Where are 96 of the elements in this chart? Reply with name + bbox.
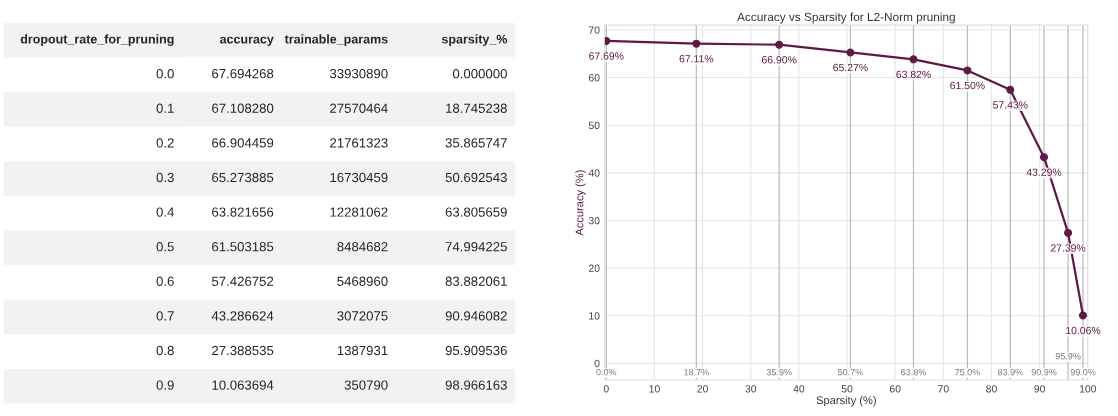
data-label: 50.692543 <box>445 172 507 183</box>
data-label: 21761323 <box>330 138 388 148</box>
data-label: 65.27% <box>833 63 868 72</box>
point <box>692 39 701 48</box>
y-tick-label: 0.1 <box>156 103 174 113</box>
x-tick-label: 60 <box>889 385 901 393</box>
point <box>604 36 611 45</box>
ref-line-label: 90.9% <box>1031 369 1057 376</box>
data-label: 27570464 <box>330 103 388 113</box>
data-label: 0.000000 <box>452 68 507 79</box>
data-label: 95.909536 <box>445 345 507 356</box>
data-label: 33930890 <box>329 68 388 79</box>
data-label: 61.503185 <box>212 242 274 252</box>
point <box>1079 311 1087 320</box>
x-tick-label: 100 <box>1079 385 1097 393</box>
point <box>1064 228 1073 237</box>
x-tick-label: 80 <box>986 385 997 393</box>
x-tick-label: sparsity_% <box>441 34 508 47</box>
point <box>775 40 784 49</box>
ref-line-label: 50.7% <box>837 369 863 376</box>
y-tick-label: 0.3 <box>156 172 174 183</box>
y-tick-label: 0 <box>594 359 600 368</box>
x-axis-title: Sparsity (%) <box>816 395 876 407</box>
data-label: 66.90% <box>762 56 797 64</box>
y-tick-label: 70 <box>588 26 600 34</box>
point <box>909 55 918 64</box>
data-label: 63.805659 <box>445 207 507 217</box>
y-tick-label: 0.2 <box>156 138 174 148</box>
data-label: 67.69% <box>589 52 624 60</box>
x-tick-label: accuracy <box>219 36 274 47</box>
data-label: 12281062 <box>330 207 388 217</box>
data-label: 61.50% <box>950 81 985 90</box>
data-label: 3072075 <box>337 311 388 321</box>
data-label: 57.43% <box>993 101 1028 109</box>
data-label: 1387931 <box>337 345 388 356</box>
data-label: 35.865747 <box>445 138 507 148</box>
data-label: 67.108280 <box>212 103 274 113</box>
ref-line-label: 83.9% <box>997 369 1023 376</box>
y-tick-label: 20 <box>588 264 600 272</box>
y-tick-label: 10 <box>589 312 600 320</box>
data-label: 5468960 <box>337 276 388 286</box>
data-label: 74.994225 <box>445 242 507 252</box>
y-tick-label: 0.8 <box>156 345 174 356</box>
data-label: 98.966163 <box>445 380 507 390</box>
ref-line-label: 99.0% <box>1070 369 1096 376</box>
data-label: 67.694268 <box>212 68 274 79</box>
x-tick-label: 20 <box>697 385 708 393</box>
data-label: 63.821656 <box>212 207 274 217</box>
ref-line-label: 95.9% <box>1055 353 1081 360</box>
data-label: 43.286624 <box>211 311 274 321</box>
y-tick-label: 0.9 <box>156 380 174 390</box>
data-label: 67.11% <box>679 55 714 63</box>
data-label: 10.063694 <box>212 380 274 390</box>
y-tick-label: 60 <box>588 74 600 82</box>
x-tick-label: 90 <box>1034 385 1046 393</box>
data-label: 63.82% <box>896 70 931 79</box>
y-tick-label: 0.4 <box>156 207 174 217</box>
x-tick-label: 70 <box>938 385 949 393</box>
data-label: 65.273885 <box>212 172 274 183</box>
data-label: 16730459 <box>330 172 388 183</box>
ref-line-label: 35.9% <box>766 369 792 376</box>
x-tick-label: 50 <box>841 385 853 393</box>
y-tick-label: 40 <box>588 169 600 177</box>
data-label: 57.426752 <box>211 276 274 286</box>
point <box>1006 85 1015 94</box>
x-tick-label: 0 <box>603 385 609 393</box>
ref-line-label: 18.7% <box>684 369 709 376</box>
x-tick-label: 10 <box>649 385 660 393</box>
x-tick-label: 40 <box>793 385 805 393</box>
data-label: 8484682 <box>337 242 388 252</box>
data-label: 18.745238 <box>446 103 507 113</box>
x-tick-label: 30 <box>745 385 757 393</box>
data-label: 350790 <box>344 380 388 390</box>
data-label: 66.904459 <box>212 138 274 148</box>
y-tick-label: 50 <box>588 121 600 130</box>
data-label: 10.06% <box>1066 326 1101 335</box>
point <box>1040 153 1048 162</box>
y-tick-label: 0.0 <box>156 68 174 79</box>
point <box>963 66 972 75</box>
y-tick-label: 0.7 <box>156 311 174 321</box>
ref-line-label: 75.0% <box>955 369 980 376</box>
y-tick-label: 0.6 <box>156 276 174 286</box>
ref-line-label: 0.0% <box>596 369 617 376</box>
y-tick-label: 0.5 <box>156 242 174 252</box>
data-label: 27.39% <box>1050 244 1086 252</box>
y-tick-label: 30 <box>588 216 600 225</box>
y-axis-title: Accuracy (%) <box>575 170 586 236</box>
ref-line-label: 63.8% <box>901 369 926 376</box>
data-label: 83.882061 <box>445 276 507 286</box>
x-tick-label: trainable_params <box>284 34 388 47</box>
data-label: 90.946082 <box>445 311 507 321</box>
data-label: 27.388535 <box>212 345 274 356</box>
y-axis-title: dropout_rate_for_pruning <box>20 34 174 47</box>
data-label: 43.29% <box>1026 168 1062 176</box>
point <box>846 48 855 57</box>
chart-title: Accuracy vs Sparsity for L2-Norm pruning <box>737 12 955 24</box>
